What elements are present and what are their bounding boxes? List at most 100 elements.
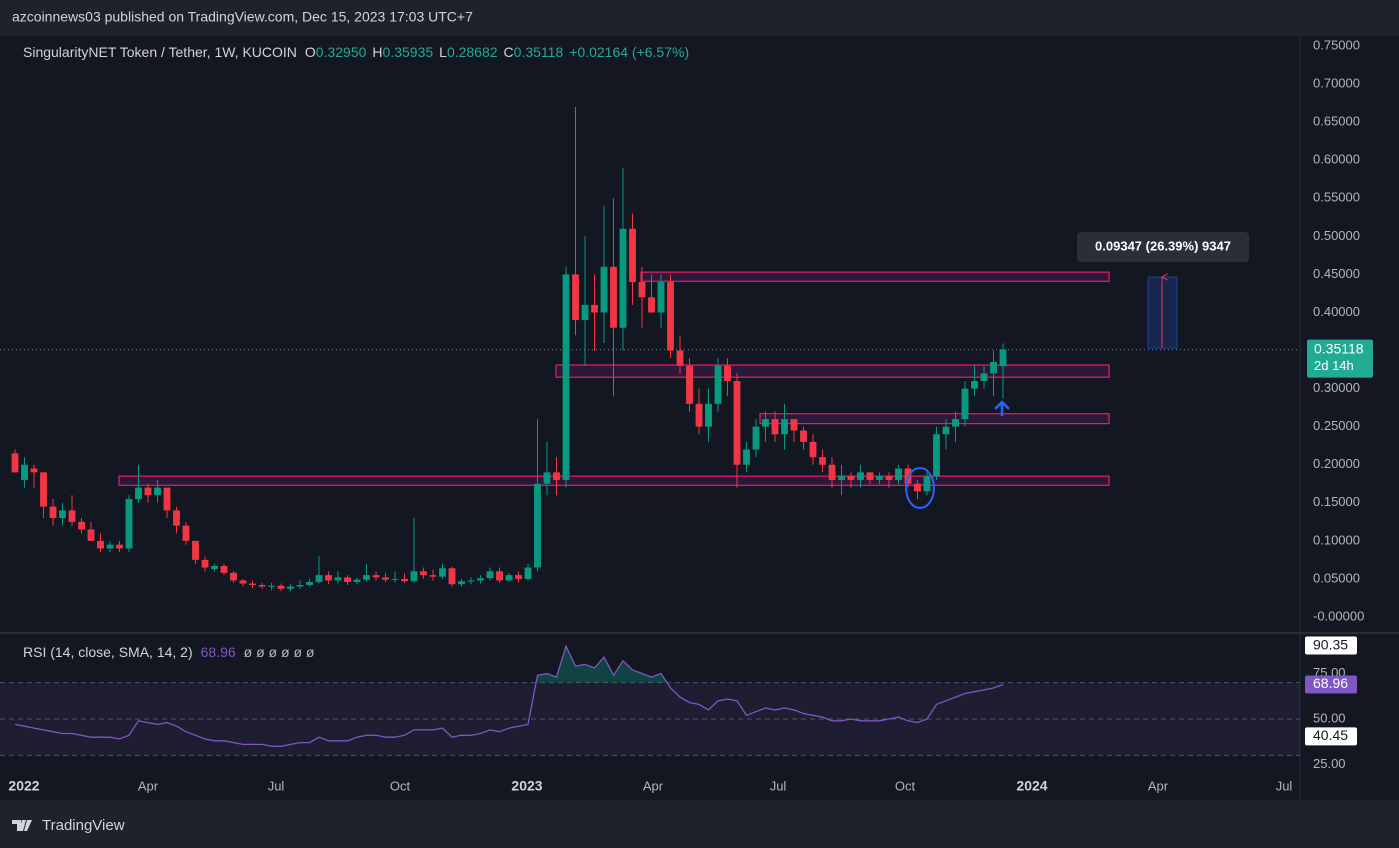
candle-body — [999, 349, 1007, 367]
candle-body — [68, 510, 76, 522]
rsi-marker-label: 40.45 — [1313, 727, 1348, 743]
candle-body — [686, 365, 693, 404]
legend-value: 0.35935 — [383, 44, 434, 60]
candle-body — [135, 487, 142, 499]
candle-body — [486, 571, 494, 579]
candle-body — [895, 468, 902, 480]
candle-body — [144, 487, 152, 496]
candle-body — [59, 510, 66, 519]
candle-body — [106, 544, 114, 549]
candle-body — [971, 381, 978, 389]
candle-body — [182, 525, 190, 541]
candle-body — [828, 464, 836, 480]
x-tick-label: 2022 — [8, 778, 39, 794]
candle-body — [344, 577, 351, 582]
candle-body — [572, 274, 579, 321]
rsi-marker-label: 68.96 — [1313, 675, 1348, 691]
legend: SingularityNET Token / Tether, 1W, KUCOI… — [23, 44, 689, 60]
candle-body — [591, 304, 598, 313]
candle-body — [657, 282, 665, 313]
candle-body — [116, 544, 123, 549]
x-tick-label: Oct — [895, 778, 916, 793]
rsi-pane — [0, 644, 1300, 756]
y-tick-label: 0.60000 — [1313, 152, 1360, 167]
candle-body — [382, 577, 389, 580]
x-tick-label: Oct — [390, 778, 411, 793]
candle-body — [610, 266, 617, 328]
candle-body — [201, 559, 209, 568]
candle-body — [781, 419, 788, 435]
candle-body — [97, 540, 104, 549]
candle-body — [477, 578, 484, 581]
candle-body — [249, 583, 256, 586]
rsi-tick-label: 25.00 — [1313, 756, 1346, 771]
last-price-label: 0.35118 — [1314, 340, 1364, 356]
y-tick-label: 0.75000 — [1313, 37, 1360, 52]
zone — [118, 475, 1110, 486]
candle-body — [287, 586, 294, 589]
candle-body — [847, 476, 855, 480]
candle-body — [363, 575, 370, 580]
candle-body — [173, 510, 180, 526]
candle-body — [543, 472, 551, 484]
rsi-marker-bg — [1305, 675, 1357, 694]
candle-body — [724, 365, 731, 382]
candle-body — [838, 476, 845, 480]
candle-body — [914, 483, 921, 492]
chart-title: SingularityNET Token / Tether, 1W, KUCOI… — [23, 44, 297, 60]
countdown: 2d 14h — [1314, 358, 1354, 373]
candle-body — [211, 565, 218, 570]
candle-body — [258, 585, 266, 587]
candle-body — [163, 487, 171, 511]
candle-body — [40, 472, 47, 507]
candle-body — [933, 434, 940, 477]
zone — [640, 271, 1110, 282]
candle-body — [524, 567, 532, 579]
candle-body — [638, 282, 646, 298]
y-tick-label: 0.70000 — [1313, 76, 1360, 91]
candle-body — [496, 571, 503, 581]
rsi-marker-bg — [1305, 636, 1357, 655]
candle-body — [277, 585, 285, 589]
candle-body — [439, 568, 446, 577]
candle-body — [876, 476, 883, 480]
y-tick-label: 0.50000 — [1313, 228, 1360, 243]
candle-body — [325, 575, 332, 581]
legend-value: 0.28682 — [447, 44, 498, 60]
rsi-overbought-fill — [536, 646, 667, 683]
candle-body — [410, 571, 418, 582]
candle-body — [429, 575, 437, 577]
candle-body — [192, 540, 199, 560]
up-arrow — [994, 400, 1010, 416]
candle-body — [353, 579, 361, 582]
candle-body — [296, 585, 304, 587]
candle-body — [230, 572, 237, 581]
candle-body — [78, 521, 85, 530]
candle-body — [619, 228, 627, 328]
legend-key: C — [504, 44, 514, 60]
candle-body — [306, 581, 313, 586]
rsi-tick-label: 50.00 — [1313, 710, 1346, 725]
candle-body — [980, 373, 988, 382]
rsi-title: RSI (14, close, SMA, 14, 2) — [23, 644, 193, 660]
rsi-legend: RSI (14, close, SMA, 14, 2) 68.96 ø ø ø ø … — [23, 644, 315, 660]
legend-key: L — [439, 44, 447, 60]
candle-body — [11, 453, 19, 473]
rsi-line — [14, 644, 1004, 747]
x-tick-label: Apr — [1148, 778, 1169, 793]
y-tick-label: 0.55000 — [1313, 190, 1360, 205]
candle-body — [923, 476, 931, 492]
x-tick-label: Jul — [1276, 778, 1293, 793]
candle-body — [391, 578, 399, 580]
rsi-value: 68.96 — [201, 644, 236, 660]
candle-body — [762, 419, 769, 427]
candle-body — [942, 426, 950, 435]
y-tick-label: 0.40000 — [1313, 304, 1360, 319]
measure-label: 0.09347 (26.39%) 9347 — [1095, 238, 1231, 253]
candle-body — [961, 388, 969, 420]
y-tick-label: 0.65000 — [1313, 114, 1360, 129]
candle-body — [952, 419, 959, 427]
candle-body — [790, 419, 798, 431]
highlight-circle — [905, 467, 935, 509]
candle-body — [220, 565, 228, 573]
